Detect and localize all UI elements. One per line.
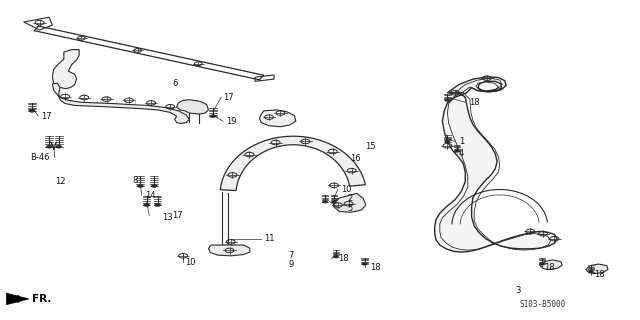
Text: 9: 9 <box>288 260 293 268</box>
Text: 18: 18 <box>594 270 605 279</box>
Circle shape <box>143 204 150 207</box>
Text: 18: 18 <box>370 263 380 272</box>
Polygon shape <box>6 293 29 305</box>
Text: 2: 2 <box>348 194 353 203</box>
Text: 12: 12 <box>56 177 66 186</box>
Circle shape <box>210 115 216 118</box>
Text: 13: 13 <box>162 213 173 222</box>
Circle shape <box>445 99 450 102</box>
Text: 8: 8 <box>132 176 138 185</box>
Circle shape <box>29 109 35 112</box>
Circle shape <box>445 140 450 143</box>
Text: 1: 1 <box>459 137 464 146</box>
Circle shape <box>362 263 367 265</box>
Polygon shape <box>540 260 562 269</box>
Text: 18: 18 <box>469 98 480 107</box>
Text: 17: 17 <box>41 112 52 121</box>
Text: 14: 14 <box>145 191 156 200</box>
Polygon shape <box>209 245 250 256</box>
Polygon shape <box>435 77 557 252</box>
Text: 4: 4 <box>459 148 464 157</box>
Text: 3: 3 <box>516 286 521 295</box>
Text: FR.: FR. <box>32 294 51 304</box>
Text: 15: 15 <box>365 142 375 151</box>
Circle shape <box>137 185 143 188</box>
Circle shape <box>46 145 52 148</box>
Text: 10: 10 <box>185 258 195 267</box>
Polygon shape <box>259 110 296 127</box>
Text: 16: 16 <box>351 154 361 163</box>
Text: 11: 11 <box>264 234 275 243</box>
Text: S103-B5000: S103-B5000 <box>520 300 566 309</box>
Circle shape <box>151 185 157 188</box>
Circle shape <box>333 255 339 258</box>
Polygon shape <box>586 264 608 274</box>
Polygon shape <box>177 100 209 114</box>
Polygon shape <box>52 83 189 124</box>
Text: 17: 17 <box>223 93 234 102</box>
Circle shape <box>323 201 328 203</box>
Text: 6: 6 <box>172 79 177 88</box>
Polygon shape <box>52 50 79 89</box>
Circle shape <box>56 145 62 148</box>
Text: 10: 10 <box>341 185 351 194</box>
Text: 18: 18 <box>544 263 555 272</box>
Polygon shape <box>220 136 365 190</box>
Text: B-46: B-46 <box>30 153 49 162</box>
Circle shape <box>588 270 593 273</box>
Circle shape <box>454 150 460 152</box>
Text: 19: 19 <box>226 117 236 126</box>
Polygon shape <box>334 193 366 212</box>
Circle shape <box>154 204 161 207</box>
Text: 7: 7 <box>288 251 294 260</box>
Circle shape <box>540 263 544 265</box>
Text: 5: 5 <box>348 204 353 213</box>
Circle shape <box>332 201 337 203</box>
Text: 17: 17 <box>172 211 183 220</box>
Text: 18: 18 <box>338 254 348 263</box>
